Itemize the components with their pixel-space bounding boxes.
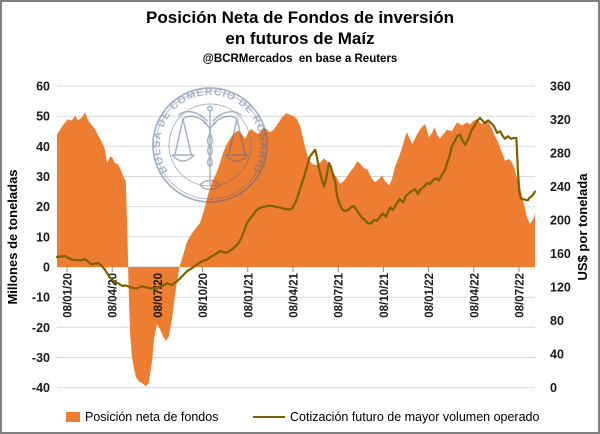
right-tick-label: 160 xyxy=(550,247,571,261)
chart-title-line2: en futuros de Maíz xyxy=(225,29,375,49)
chart-subtitle: @BCRMercados en base a Reuters xyxy=(202,52,398,65)
x-tick-label: 08/01/21 xyxy=(243,272,255,317)
legend-item-net-position: Posición neta de fondos xyxy=(66,409,218,425)
left-tick-label: 0 xyxy=(43,261,50,275)
right-tick-label: 200 xyxy=(550,214,571,228)
left-tick-label: 50 xyxy=(36,110,50,124)
legend-label-price: Cotización futuro de mayor volumen opera… xyxy=(290,410,540,424)
price-line xyxy=(55,116,537,290)
left-tick-label: -30 xyxy=(32,351,50,365)
x-tick-label: 08/07/21 xyxy=(334,272,346,317)
right-tick-label: 80 xyxy=(550,314,564,328)
x-tick-label: 08/10/21 xyxy=(379,272,391,317)
x-tick-label: 08/01/22 xyxy=(424,273,436,318)
left-axis-title: Millones de toneladas xyxy=(5,169,20,304)
right-tick-label: 320 xyxy=(550,113,571,127)
legend-label-net-position: Posición neta de fondos xyxy=(85,410,219,424)
x-axis-labels: 08/01/20 08/04/20 08/07/20 08/10/20 08/01/21… xyxy=(63,272,527,317)
right-tick-label: 40 xyxy=(550,348,564,362)
right-tick-label: 360 xyxy=(550,80,571,94)
left-tick-label: -10 xyxy=(32,291,50,305)
left-tick-label: 60 xyxy=(36,80,50,94)
caduceus-scales-icon xyxy=(171,105,249,191)
left-tick-label: 20 xyxy=(36,200,50,214)
right-axis-ticks: 360 320 280 240 200 160 120 80 40 0 xyxy=(550,80,571,396)
left-axis-ticks: 60 50 40 30 20 10 0 -10 -20 -30 -40 xyxy=(32,80,50,396)
left-tick-label: 10 xyxy=(36,230,50,244)
x-tick-label: 08/04/21 xyxy=(289,272,301,317)
x-tick-label: 08/04/22 xyxy=(469,273,481,318)
left-tick-label: 40 xyxy=(36,140,50,154)
area-swatch-icon xyxy=(66,412,80,422)
right-axis-title: US$ por tonelada xyxy=(575,173,590,281)
right-tick-label: 0 xyxy=(550,381,557,395)
x-tick-label: 08/07/20 xyxy=(153,273,165,318)
title-block: Posición Neta de Fondos de inversión en … xyxy=(2,7,598,66)
right-tick-label: 120 xyxy=(550,281,571,295)
x-tick-label: 08/04/20 xyxy=(108,273,120,318)
left-tick-label: -40 xyxy=(32,381,50,395)
x-tick-label: 08/07/22 xyxy=(515,273,527,318)
watermark-seal: BOLSA DE COMERCIO DE ROSARIO xyxy=(152,87,268,203)
chart-title-line1: Posición Neta de Fondos de inversión xyxy=(146,8,454,27)
x-tick-label: 08/10/20 xyxy=(198,273,210,318)
legend-item-price: Cotización futuro de mayor volumen opera… xyxy=(253,409,539,425)
left-tick-label: -20 xyxy=(32,321,50,335)
right-tick-label: 280 xyxy=(550,147,571,161)
net-position-area xyxy=(57,112,535,387)
line-swatch-icon xyxy=(253,416,285,418)
right-tick-label: 240 xyxy=(550,180,571,194)
x-tick-label: 08/01/20 xyxy=(63,273,75,318)
left-tick-label: 30 xyxy=(36,170,50,184)
